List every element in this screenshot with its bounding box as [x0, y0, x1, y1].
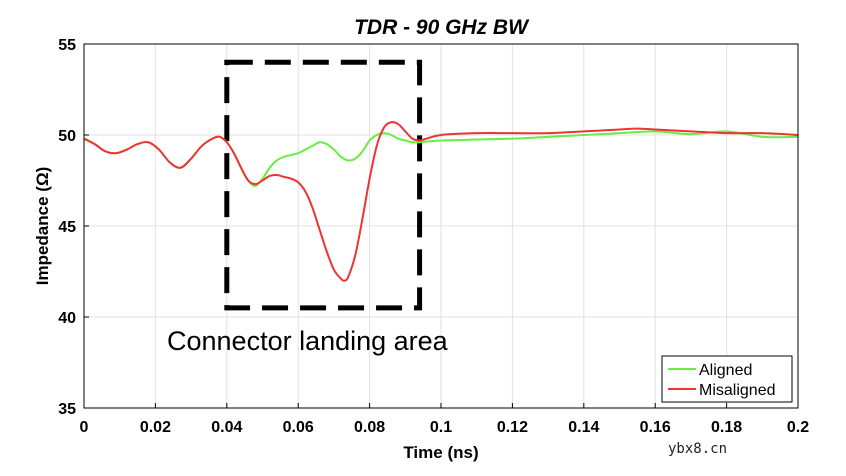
- x-tick-label: 0.18: [711, 419, 742, 436]
- series-line-misaligned: [83, 121, 799, 282]
- x-axis-label: Time (ns): [403, 443, 478, 462]
- y-tick-label: 45: [58, 219, 76, 236]
- watermark: ybx8.cn: [668, 441, 727, 457]
- y-tick-label: 55: [58, 37, 76, 54]
- chart-title: TDR - 90 GHz BW: [354, 16, 530, 39]
- x-axis-ticks: 0 0.02 0.04 0.06 0.08 0.1 0.12 0.14 0.16 0.18 0.2: [80, 403, 809, 436]
- x-tick-label: 0: [80, 419, 89, 436]
- series-lines: [83, 121, 799, 282]
- legend-box: [661, 355, 793, 403]
- annotation-text: Connector landing area: [167, 326, 449, 356]
- connector-landing-box: [224, 59, 423, 311]
- legend-label-misaligned: Misaligned: [699, 382, 775, 399]
- legend: Aligned Misaligned: [661, 355, 793, 403]
- x-tick-label: 0.2: [787, 419, 809, 436]
- x-tick-label: 0.04: [211, 419, 242, 436]
- legend-label-aligned: Aligned: [699, 362, 752, 379]
- x-tick-label: 0.16: [640, 419, 671, 436]
- y-tick-label: 50: [58, 128, 76, 145]
- y-tick-label: 40: [58, 310, 76, 327]
- x-tick-label: 0.12: [497, 419, 528, 436]
- x-tick-label: 0.08: [354, 419, 385, 436]
- x-tick-label: 0.1: [430, 419, 452, 436]
- y-tick-label: 35: [58, 401, 76, 418]
- x-tick-label: 0.14: [568, 419, 599, 436]
- x-tick-label: 0.02: [140, 419, 171, 436]
- y-axis-label: Impedance (Ω): [33, 167, 52, 286]
- y-axis-ticks: 35 40 45 50 55: [58, 37, 89, 418]
- x-tick-label: 0.06: [283, 419, 314, 436]
- annotation-box-layer: [224, 59, 423, 311]
